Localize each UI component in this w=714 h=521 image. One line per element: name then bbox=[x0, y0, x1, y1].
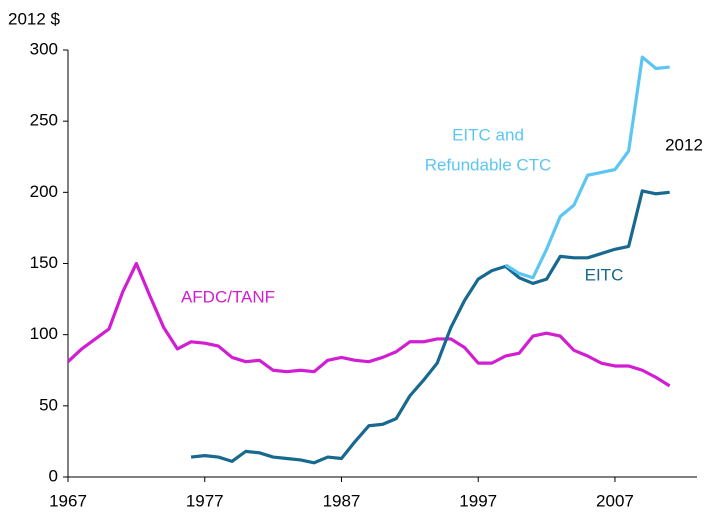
series-line bbox=[190, 189, 670, 465]
y-tick-label: 50 bbox=[39, 395, 58, 414]
series-line bbox=[504, 55, 670, 280]
y-axis-unit: 2012 $ bbox=[8, 9, 61, 28]
y-tick-label: 250 bbox=[30, 111, 58, 130]
series-line bbox=[66, 261, 671, 388]
annotation: Refundable CTC bbox=[425, 155, 552, 174]
y-tick-label: 0 bbox=[49, 466, 58, 485]
y-tick-label: 100 bbox=[30, 324, 58, 343]
annotation: AFDC/TANF bbox=[181, 287, 275, 306]
y-tick-label: 200 bbox=[30, 182, 58, 201]
x-tick-label: 1997 bbox=[459, 491, 497, 510]
annotation: EITC bbox=[585, 265, 624, 284]
x-tick-label: 2007 bbox=[596, 491, 634, 510]
y-tick-label: 300 bbox=[30, 39, 58, 58]
annotation: EITC and bbox=[452, 125, 524, 144]
x-tick-label: 1987 bbox=[323, 491, 361, 510]
y-tick-label: 150 bbox=[30, 253, 58, 272]
annotation: 2012 bbox=[665, 135, 703, 154]
x-tick-label: 1977 bbox=[186, 491, 224, 510]
x-tick-label: 1967 bbox=[49, 491, 87, 510]
